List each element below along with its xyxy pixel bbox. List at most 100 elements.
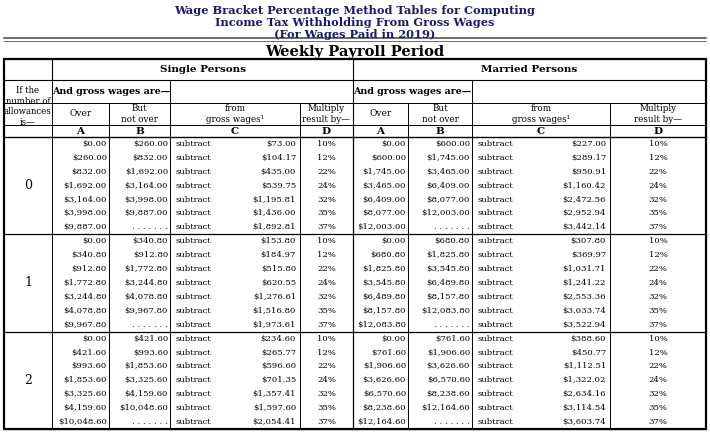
Text: 35%: 35%	[648, 404, 667, 412]
Text: $12,003.00: $12,003.00	[421, 210, 470, 217]
Text: $227.00: $227.00	[571, 140, 606, 148]
Text: $912.80: $912.80	[133, 251, 168, 259]
Text: subtract: subtract	[176, 140, 212, 148]
Text: subtract: subtract	[478, 140, 514, 148]
Text: $10,048.60: $10,048.60	[119, 404, 168, 412]
Text: $1,597.60: $1,597.60	[253, 404, 296, 412]
Text: $421.60: $421.60	[133, 335, 168, 343]
Text: $450.77: $450.77	[571, 349, 606, 356]
Text: $6,409.00: $6,409.00	[427, 182, 470, 190]
Text: from
gross wages¹: from gross wages¹	[206, 104, 264, 124]
Text: . . . . . . .: . . . . . . .	[435, 321, 470, 329]
Text: $600.00: $600.00	[435, 140, 470, 148]
Text: subtract: subtract	[478, 404, 514, 412]
Text: 10%: 10%	[317, 335, 336, 343]
Bar	[4, 59, 706, 429]
Text: $3,603.74: $3,603.74	[562, 418, 606, 426]
Text: . . . . . . .: . . . . . . .	[132, 223, 168, 231]
Text: C: C	[537, 126, 545, 136]
Text: 32%: 32%	[648, 390, 667, 398]
Text: subtract: subtract	[478, 210, 514, 217]
Text: $12,083.80: $12,083.80	[357, 321, 406, 329]
Text: 22%: 22%	[317, 168, 336, 176]
Text: $0.00: $0.00	[82, 335, 107, 343]
Text: $9,967.80: $9,967.80	[64, 321, 107, 329]
Text: 37%: 37%	[648, 223, 667, 231]
Text: $3,998.00: $3,998.00	[124, 196, 168, 204]
Text: 35%: 35%	[648, 307, 667, 315]
Text: $3,244.80: $3,244.80	[63, 293, 107, 301]
Text: $1,745.00: $1,745.00	[427, 154, 470, 162]
Text: 2: 2	[24, 374, 32, 387]
Text: 24%: 24%	[317, 182, 336, 190]
Text: D: D	[322, 126, 331, 136]
Text: A: A	[376, 126, 385, 136]
Text: $3,465.00: $3,465.00	[427, 168, 470, 176]
Text: $9,887.00: $9,887.00	[63, 223, 107, 231]
Text: $8,157.80: $8,157.80	[427, 293, 470, 301]
Text: $6,409.00: $6,409.00	[363, 196, 406, 204]
Text: 37%: 37%	[648, 321, 667, 329]
Text: 10%: 10%	[648, 335, 667, 343]
Text: $6,489.80: $6,489.80	[362, 293, 406, 301]
Text: 32%: 32%	[317, 390, 336, 398]
Text: $3,033.74: $3,033.74	[562, 307, 606, 315]
Text: $12,083.80: $12,083.80	[421, 307, 470, 315]
Text: subtract: subtract	[176, 210, 212, 217]
Text: 32%: 32%	[317, 293, 336, 301]
Text: subtract: subtract	[478, 237, 514, 245]
Text: Single Persons: Single Persons	[160, 65, 246, 74]
Text: $1,195.81: $1,195.81	[253, 196, 296, 204]
Text: Over: Over	[369, 110, 392, 119]
Text: 37%: 37%	[317, 223, 336, 231]
Text: $1,906.60: $1,906.60	[363, 362, 406, 370]
Text: Weekly Payroll Period: Weekly Payroll Period	[266, 45, 444, 59]
Text: 12%: 12%	[648, 251, 667, 259]
Text: 0: 0	[24, 179, 32, 192]
Text: $260.00: $260.00	[72, 154, 107, 162]
Text: $832.00: $832.00	[133, 154, 168, 162]
Text: 32%: 32%	[648, 196, 667, 204]
Text: $680.80: $680.80	[435, 237, 470, 245]
Text: $1,160.42: $1,160.42	[562, 182, 606, 190]
Text: . . . . . . .: . . . . . . .	[132, 321, 168, 329]
Text: $12,003.00: $12,003.00	[357, 223, 406, 231]
Text: $234.60: $234.60	[261, 335, 296, 343]
Text: $4,159.60: $4,159.60	[64, 404, 107, 412]
Text: $3,114.54: $3,114.54	[562, 404, 606, 412]
Text: subtract: subtract	[478, 279, 514, 287]
Text: $8,157.80: $8,157.80	[363, 307, 406, 315]
Text: $1,516.80: $1,516.80	[253, 307, 296, 315]
Text: $539.75: $539.75	[261, 182, 296, 190]
Text: 37%: 37%	[317, 418, 336, 426]
Text: $1,906.60: $1,906.60	[427, 349, 470, 356]
Text: subtract: subtract	[478, 265, 514, 273]
Text: subtract: subtract	[478, 196, 514, 204]
Text: $3,522.94: $3,522.94	[562, 321, 606, 329]
Text: $369.97: $369.97	[571, 251, 606, 259]
Text: subtract: subtract	[176, 390, 212, 398]
Text: subtract: subtract	[176, 279, 212, 287]
Text: $307.80: $307.80	[571, 237, 606, 245]
Text: $2,952.94: $2,952.94	[562, 210, 606, 217]
Text: subtract: subtract	[478, 376, 514, 385]
Text: $12,164.60: $12,164.60	[421, 404, 470, 412]
Text: $3,164.00: $3,164.00	[63, 196, 107, 204]
Text: subtract: subtract	[176, 265, 212, 273]
Text: 12%: 12%	[648, 154, 667, 162]
Text: subtract: subtract	[176, 349, 212, 356]
Text: 10%: 10%	[317, 140, 336, 148]
Text: 24%: 24%	[317, 376, 336, 385]
Text: $6,489.80: $6,489.80	[427, 279, 470, 287]
Text: . . . . . . .: . . . . . . .	[132, 418, 168, 426]
Text: 37%: 37%	[317, 321, 336, 329]
Text: $2,054.41: $2,054.41	[253, 418, 296, 426]
Text: $761.60: $761.60	[435, 335, 470, 343]
Text: 37%: 37%	[648, 418, 667, 426]
Text: subtract: subtract	[176, 182, 212, 190]
Text: $993.60: $993.60	[133, 349, 168, 356]
Text: subtract: subtract	[478, 362, 514, 370]
Text: $600.00: $600.00	[371, 154, 406, 162]
Text: $1,692.00: $1,692.00	[64, 182, 107, 190]
Text: $2,553.36: $2,553.36	[562, 293, 606, 301]
